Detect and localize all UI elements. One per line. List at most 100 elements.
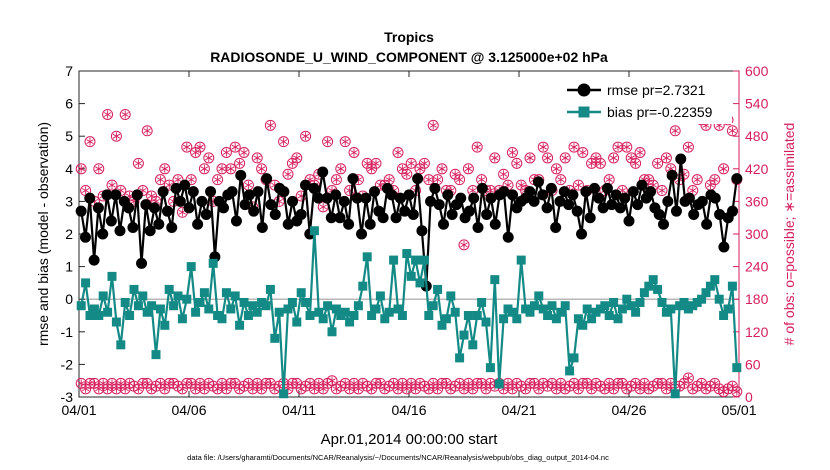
obs-assimilated-star xyxy=(108,182,116,188)
bias-point xyxy=(384,307,394,317)
rmse-point xyxy=(567,189,579,201)
obs-marker xyxy=(511,157,523,169)
obs-assimilated-star xyxy=(587,386,596,392)
obs-assimilated-star xyxy=(332,177,341,183)
obs-assimilated-star xyxy=(601,386,609,392)
rmse-point xyxy=(455,192,467,204)
obs-possible-circle xyxy=(75,163,87,175)
obs-marker xyxy=(572,179,584,191)
obs-marker xyxy=(322,136,334,148)
obs-marker xyxy=(559,152,571,164)
bias-point xyxy=(529,301,539,311)
y-tick-label-left: 4 xyxy=(65,161,73,177)
obs-marker xyxy=(220,147,232,158)
obs-possible-circle xyxy=(418,157,430,169)
legend-rmse-label: rmse pr=2.7321 xyxy=(607,82,706,98)
obs-assimilated-star xyxy=(244,182,253,188)
bias-point xyxy=(477,297,487,307)
obs-marker xyxy=(348,147,360,158)
rmse-point xyxy=(658,218,670,230)
obs-marker xyxy=(278,136,290,148)
rmse-point xyxy=(148,202,160,214)
bias-point xyxy=(120,297,130,307)
bias-point xyxy=(283,304,293,314)
obs-possible-circle xyxy=(594,157,606,169)
obs-assimilated-star xyxy=(464,166,473,172)
obs-assimilated-star xyxy=(178,386,187,392)
obs-marker xyxy=(660,152,672,164)
legend: rmse pr=2.7321 bias pr=-0.22359 xyxy=(562,78,732,124)
bias-point xyxy=(437,320,447,330)
bias-point xyxy=(367,311,377,320)
rmse-point xyxy=(75,205,87,217)
obs-assimilated-star xyxy=(95,386,103,392)
bias-point xyxy=(221,288,231,298)
bias-point xyxy=(208,258,218,268)
obs-possible-circle xyxy=(423,174,435,186)
y-tick-label-right: 0 xyxy=(745,389,753,405)
obs-assimilated-star xyxy=(473,144,481,150)
obs-assimilated-star xyxy=(134,160,143,166)
obs-assimilated-star xyxy=(433,177,442,183)
rmse-point xyxy=(714,208,726,220)
rmse-point xyxy=(468,192,480,204)
bias-point xyxy=(380,314,390,324)
y-tick-label-left: 2 xyxy=(65,226,73,242)
obs-assimilated-star xyxy=(403,171,411,177)
bias-point xyxy=(331,304,341,314)
rmse-point xyxy=(571,205,583,217)
obs-assimilated-star xyxy=(284,171,292,177)
y-axis-label-right: # of obs: o=possible; ∗=assimilated xyxy=(781,123,797,346)
bias-point xyxy=(169,301,179,311)
obs-marker xyxy=(181,141,193,153)
bias-point xyxy=(679,297,689,307)
x-tick-label: 04/11 xyxy=(282,402,316,418)
obs-assimilated-star xyxy=(218,166,226,172)
rmse-point xyxy=(425,195,437,207)
obs-assimilated-star xyxy=(631,160,640,166)
obs-assimilated-star xyxy=(574,386,583,392)
rmse-point xyxy=(472,221,484,233)
obs-assimilated-star xyxy=(200,166,209,172)
y-tick-label-right: 180 xyxy=(745,291,769,307)
bias-point xyxy=(305,311,315,320)
rmse-point xyxy=(446,208,458,220)
obs-assimilated-star xyxy=(561,155,569,161)
obs-possible-circle xyxy=(348,147,360,158)
bias-point xyxy=(419,255,429,265)
bias-point xyxy=(573,314,583,324)
obs-assimilated-star xyxy=(543,155,552,161)
obs-assimilated-star xyxy=(249,386,257,392)
rmse-point xyxy=(79,231,91,243)
obs-marker xyxy=(555,174,567,186)
obs-marker xyxy=(423,174,435,186)
bias-point xyxy=(565,366,575,376)
bias-point xyxy=(485,363,495,373)
bias-point xyxy=(252,307,262,317)
x-tick-label: 04/26 xyxy=(611,402,646,418)
obs-possible-circle xyxy=(458,239,470,251)
bias-point xyxy=(393,304,403,314)
bias-point xyxy=(98,291,108,301)
obs-possible-circle xyxy=(660,152,672,164)
bias-point xyxy=(397,311,407,320)
rmse-point xyxy=(347,173,359,185)
y-tick-label-left: -2 xyxy=(61,356,74,372)
obs-marker xyxy=(330,174,342,186)
obs-possible-circle xyxy=(335,163,347,175)
y-tick-label-left: 3 xyxy=(65,193,73,209)
obs-marker xyxy=(282,168,294,180)
obs-assimilated-star xyxy=(491,155,499,161)
obs-marker xyxy=(198,163,210,175)
obs-possible-circle xyxy=(251,152,263,164)
obs-marker xyxy=(608,152,620,164)
bias-point xyxy=(94,311,104,320)
bias-point xyxy=(402,249,412,259)
rmse-point xyxy=(88,254,100,266)
bias-point xyxy=(265,284,275,294)
rmse-point xyxy=(537,189,549,201)
rmse-point xyxy=(627,186,639,198)
bias-point xyxy=(116,340,126,350)
rmse-point xyxy=(619,192,631,204)
rmse-point xyxy=(252,186,264,198)
